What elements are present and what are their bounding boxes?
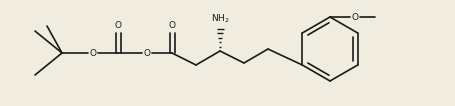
Text: O: O [143, 49, 151, 57]
Text: NH$_2$: NH$_2$ [211, 13, 229, 25]
Text: O: O [352, 13, 359, 22]
Text: O: O [115, 22, 121, 31]
Text: O: O [90, 49, 96, 57]
Text: O: O [168, 22, 176, 31]
